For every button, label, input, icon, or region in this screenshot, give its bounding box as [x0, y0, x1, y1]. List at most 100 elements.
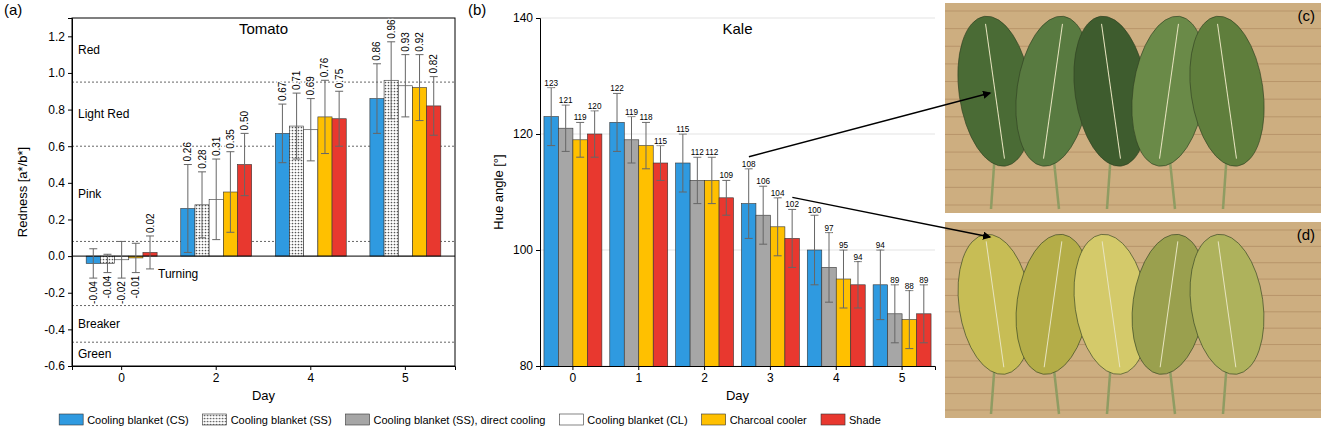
tick: 0.4	[48, 176, 72, 190]
tick-mark	[68, 146, 72, 147]
error-bar	[891, 285, 899, 343]
tick-label: 4	[833, 371, 840, 385]
zone-label: Red	[78, 43, 100, 57]
legend: Cooling blanket (CS) Cooling blanket (SS)…	[59, 414, 881, 426]
data-label: 118	[639, 113, 652, 122]
photo-texture	[945, 410, 1321, 411]
chart-title: Tomato	[239, 20, 288, 37]
error-bar	[656, 146, 664, 181]
legend-entry: Charcoal cooler	[702, 414, 807, 426]
zone-label: Green	[78, 347, 111, 361]
legend-label: Shade	[849, 414, 881, 426]
axis-line	[536, 19, 541, 367]
error-bar	[293, 93, 301, 159]
tick: 0	[570, 366, 577, 385]
error-bar	[876, 250, 884, 320]
tick-label: 1.0	[48, 66, 65, 80]
error-bar	[146, 236, 154, 269]
photo-texture	[945, 205, 1321, 206]
photo-letter: (d)	[1297, 226, 1315, 243]
data-label: 119	[574, 113, 587, 122]
tick: 120	[513, 127, 540, 141]
data-label: 0.93	[400, 32, 411, 52]
photo-vein	[1044, 241, 1062, 367]
tick-mark	[68, 219, 72, 220]
data-label: 104	[771, 189, 785, 198]
tick: 80	[520, 359, 540, 373]
tick-label: 0.8	[48, 103, 65, 117]
tick-label: 0.6	[48, 140, 65, 154]
error-bar	[839, 250, 847, 308]
data-label: 0.96	[386, 19, 397, 39]
panel: 8010012014001234512312211510810094121119…	[468, 1, 936, 442]
error-bar	[759, 186, 767, 244]
tick-mark	[536, 18, 540, 19]
legend-label: Cooling blanket (CS)	[87, 414, 189, 426]
tick: -0.4	[44, 323, 72, 337]
data-label: 100	[808, 206, 822, 215]
legend-entry: Cooling blanket (SS)	[203, 414, 332, 426]
zone-label: Light Red	[78, 107, 129, 121]
data-labels: -0.040.260.670.86-0.040.280.710.96-0.020…	[88, 19, 439, 304]
error-bar	[642, 122, 650, 168]
error-bar	[430, 77, 438, 136]
error-bar	[591, 111, 599, 157]
data-label: 0.67	[277, 81, 288, 101]
error-bar	[811, 215, 819, 285]
tick-label: 2	[213, 371, 220, 385]
error-bar	[241, 133, 249, 195]
error-bar	[198, 172, 206, 238]
legend-label: Cooling blanket (CL)	[587, 414, 687, 426]
error-bar	[693, 157, 701, 203]
data-label: 112	[691, 148, 704, 157]
tick-label: 5	[899, 371, 906, 385]
x-axis: 012345	[541, 366, 936, 385]
bar	[719, 198, 733, 366]
error-bar	[722, 180, 730, 215]
chart-title: Kale	[722, 20, 752, 37]
error-bar	[905, 291, 913, 349]
error-bar	[774, 198, 782, 256]
photo-leaf	[1181, 11, 1273, 171]
zone-label: Turning	[158, 267, 198, 281]
photo-texture	[945, 169, 1321, 170]
tick: 100	[513, 243, 540, 257]
tick-mark	[68, 366, 72, 367]
tick-label: 4	[307, 371, 314, 385]
photo-ground	[945, 3, 1321, 213]
plot-marks	[72, 42, 455, 342]
zone-label: Pink	[78, 187, 102, 201]
data-label: 0.02	[145, 213, 156, 233]
y-axis: -0.6-0.4-0.20.00.20.40.60.81.01.2	[44, 19, 72, 374]
x-axis: 0245	[73, 366, 456, 385]
error-bar	[788, 209, 796, 267]
legend-entry: Cooling blanket (CS)	[59, 414, 189, 426]
photo-vein	[1160, 241, 1178, 367]
bar	[653, 163, 667, 366]
tick-mark	[638, 366, 639, 370]
error-bar	[401, 55, 409, 117]
plot-marks	[544, 88, 931, 366]
data-label: 108	[742, 160, 756, 169]
legend-swatch	[702, 414, 726, 425]
plot-frame	[72, 18, 455, 366]
error-bar	[628, 117, 636, 163]
tick-mark	[836, 366, 837, 370]
legend-swatch	[59, 414, 83, 425]
bar	[676, 163, 690, 366]
photo-texture	[945, 230, 1321, 231]
data-label: 119	[625, 108, 638, 117]
data-label: -0.01	[130, 275, 141, 298]
data-label: -0.02	[116, 281, 127, 304]
panel-letter: (a)	[4, 1, 22, 18]
tick-label: 0	[570, 371, 577, 385]
tick-label: 0.0	[48, 249, 65, 263]
error-bar	[89, 249, 97, 278]
tick-label: 0	[118, 371, 125, 385]
bar	[573, 140, 587, 366]
data-label: 0.86	[371, 41, 382, 61]
data-label: 97	[824, 224, 834, 233]
tick: 1.2	[48, 30, 72, 44]
legend-label: Cooling blanket (SS)	[231, 414, 332, 426]
error-bar	[132, 243, 140, 272]
